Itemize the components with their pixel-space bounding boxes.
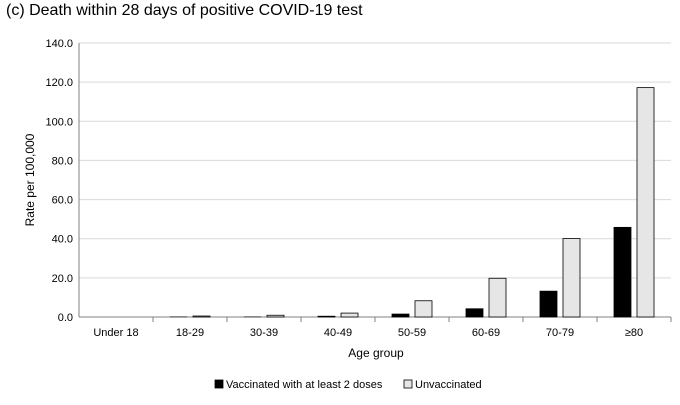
bar-unvaccinated xyxy=(562,238,581,318)
legend-label: Vaccinated with at least 2 doses xyxy=(226,379,383,391)
bar-vaccinated xyxy=(613,226,632,318)
legend-label: Unvaccinated xyxy=(415,379,482,391)
bar-unvaccinated xyxy=(414,300,433,318)
y-tick-label: 20.0 xyxy=(52,273,73,285)
bar-unvaccinated xyxy=(192,315,211,318)
legend: Vaccinated with at least 2 doses Unvaccin… xyxy=(214,379,482,391)
x-tick-label: 70-79 xyxy=(546,327,574,339)
x-tick-label: 50-59 xyxy=(398,327,426,339)
y-tick-label: 120.0 xyxy=(45,77,73,89)
x-tick-labels: Under 18 18-29 30-39 40-49 50-59 60-69 70-79 ≥8… xyxy=(93,327,643,339)
chart-title: (c) Death within 28 days of positive COV… xyxy=(6,2,363,19)
bar-vaccinated xyxy=(317,315,336,318)
axes xyxy=(78,43,672,322)
y-tick-label: 40.0 xyxy=(52,234,73,246)
legend-swatch xyxy=(214,379,224,389)
bar-unvaccinated xyxy=(266,314,285,318)
bar-vaccinated xyxy=(465,308,484,318)
x-tick-label: 30-39 xyxy=(250,327,278,339)
y-tick-labels: 0.0 20.0 40.0 60.0 80.0 100.0 120.0 140.0 xyxy=(45,38,73,324)
y-axis-label: Rate per 100,000 xyxy=(23,133,37,226)
x-axis-label: Age group xyxy=(348,346,404,360)
x-tick-label: 60-69 xyxy=(472,327,500,339)
bars xyxy=(169,87,655,318)
bar-unvaccinated xyxy=(340,312,359,318)
bar-unvaccinated xyxy=(488,277,507,318)
gridlines xyxy=(79,42,671,279)
y-tick-label: 0.0 xyxy=(58,312,73,324)
x-tick-label: ≥80 xyxy=(625,327,643,339)
x-tick-label: 18-29 xyxy=(176,327,204,339)
y-tick-label: 80.0 xyxy=(52,155,73,167)
bar-vaccinated xyxy=(539,290,558,318)
legend-swatch xyxy=(403,379,413,389)
y-tick-label: 140.0 xyxy=(45,38,73,50)
bar-vaccinated xyxy=(391,313,410,318)
y-tick-label: 60.0 xyxy=(52,195,73,207)
bar-unvaccinated xyxy=(636,87,655,318)
x-tick-label: Under 18 xyxy=(93,327,138,339)
x-tick-label: 40-49 xyxy=(324,327,352,339)
y-tick-label: 100.0 xyxy=(45,116,73,128)
